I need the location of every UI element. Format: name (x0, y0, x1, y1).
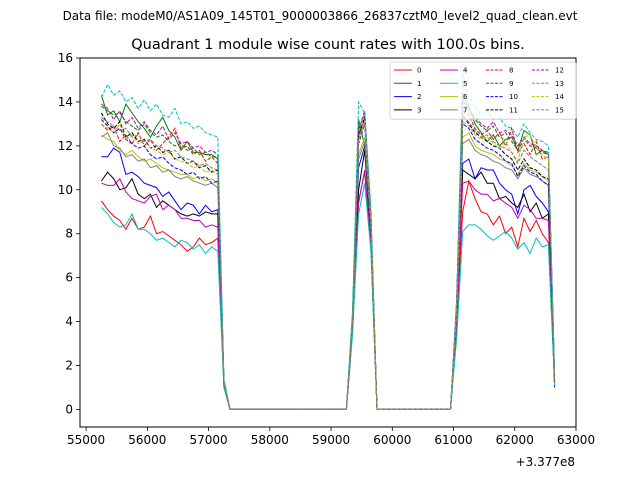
legend-label-15: 15 (555, 106, 564, 114)
series-line-15 (101, 116, 556, 410)
y-tick-label: 6 (65, 271, 73, 285)
x-tick-label: 58000 (251, 433, 289, 447)
legend-label-7: 7 (463, 106, 467, 114)
legend-label-12: 12 (555, 67, 564, 75)
y-tick-label: 14 (58, 95, 73, 109)
y-tick-label: 0 (65, 402, 73, 416)
legend-label-2: 2 (417, 93, 421, 101)
suptitle: Data file: modeM0/AS1A09_145T01_90000038… (63, 9, 578, 23)
legend-label-8: 8 (509, 67, 513, 75)
x-tick-label: 55000 (67, 433, 105, 447)
legend-label-1: 1 (417, 80, 421, 88)
x-axis: 55000 56000 57000 58000 59000 60000 61000 62000… (67, 427, 595, 447)
x-offset-label: +3.377e8 (516, 455, 575, 469)
legend-label-4: 4 (463, 67, 468, 75)
y-tick-label: 8 (65, 227, 73, 241)
legend-label-14: 14 (555, 93, 564, 101)
legend-label-9: 9 (509, 80, 513, 88)
chart-title: Quadrant 1 module wise count rates with … (131, 37, 525, 53)
y-tick-label: 12 (58, 139, 73, 153)
y-axis: 0 2 4 6 8 10 12 14 16 (58, 51, 80, 416)
x-tick-label: 62000 (496, 433, 534, 447)
legend-label-13: 13 (555, 80, 564, 88)
legend-label-3: 3 (417, 106, 421, 114)
legend-label-11: 11 (509, 106, 518, 114)
y-tick-label: 2 (65, 359, 73, 373)
x-tick-label: 59000 (312, 433, 350, 447)
plot-frame (79, 57, 577, 428)
y-tick-label: 4 (65, 315, 73, 329)
legend-box (389, 61, 577, 120)
x-tick-label: 56000 (128, 433, 166, 447)
x-tick-label: 61000 (434, 433, 472, 447)
legend-label-6: 6 (463, 93, 468, 101)
legend-label-10: 10 (509, 93, 518, 101)
series-layer (100, 73, 556, 410)
x-tick-label: 60000 (373, 433, 411, 447)
x-tick-label: 63000 (557, 433, 595, 447)
legend-label-5: 5 (463, 80, 467, 88)
y-tick-label: 16 (58, 51, 73, 65)
y-tick-label: 10 (58, 183, 73, 197)
legend-label-0: 0 (417, 67, 421, 75)
series-line-12 (101, 100, 556, 410)
x-tick-label: 57000 (189, 433, 227, 447)
